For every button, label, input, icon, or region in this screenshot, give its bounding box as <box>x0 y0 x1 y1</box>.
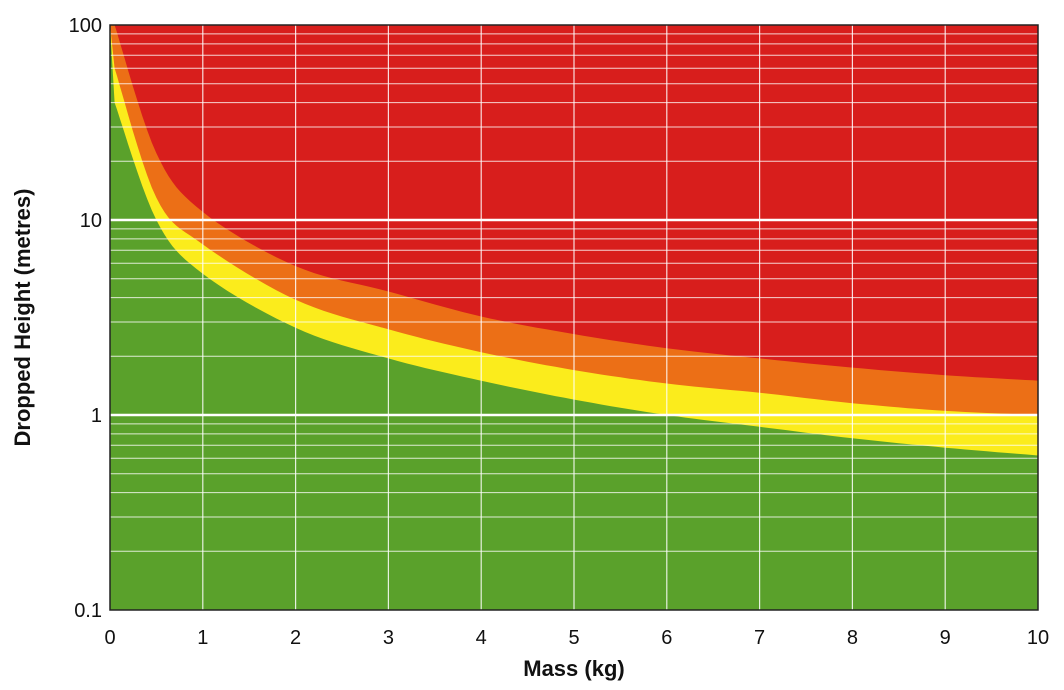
gridlines <box>109 24 1039 611</box>
x-tick-label: 0 <box>104 627 115 649</box>
y-tick-label: 10 <box>80 210 102 232</box>
x-tick-label: 7 <box>754 627 765 649</box>
x-tick-label: 6 <box>661 627 672 649</box>
x-tick-label: 8 <box>847 627 858 649</box>
y-tick-label: 100 <box>69 15 102 37</box>
y-tick-labels: 0.1 1 10 100 <box>69 15 102 622</box>
x-tick-label: 10 <box>1027 627 1049 649</box>
x-tick-label: 3 <box>383 627 394 649</box>
x-tick-label: 1 <box>197 627 208 649</box>
y-axis-title: Dropped Height (metres) <box>10 189 35 447</box>
plot-frame <box>109 24 1039 611</box>
y-tick-label: 0.1 <box>74 600 102 622</box>
x-tick-labels: 0 1 2 3 4 5 6 7 8 9 10 <box>104 627 1049 649</box>
x-tick-label: 5 <box>568 627 579 649</box>
x-tick-label: 9 <box>940 627 951 649</box>
x-tick-label: 4 <box>476 627 487 649</box>
x-axis-title: Mass (kg) <box>523 656 624 681</box>
y-tick-label: 1 <box>91 405 102 427</box>
x-tick-label: 2 <box>290 627 301 649</box>
